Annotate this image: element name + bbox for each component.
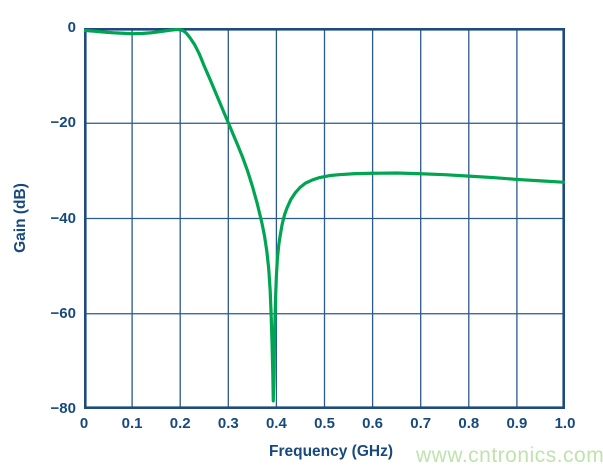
x-tick-label: 0.3 bbox=[217, 415, 239, 432]
y-tick-label: −60 bbox=[50, 304, 76, 322]
watermark-text: www.cntronics.com bbox=[416, 444, 603, 467]
y-tick-label: 0 bbox=[67, 19, 76, 36]
y-tick-label: −40 bbox=[50, 209, 76, 227]
x-axis-title: Frequency (GHz) bbox=[268, 443, 394, 460]
y-tick-label: −80 bbox=[50, 400, 76, 417]
y-tick-label: −20 bbox=[50, 114, 76, 132]
x-tick-label: 0 bbox=[79, 415, 89, 432]
x-tick-label: 0.2 bbox=[169, 415, 191, 432]
x-tick-label: 1.0 bbox=[554, 415, 576, 432]
plot-border bbox=[84, 28, 565, 409]
plot-area bbox=[84, 28, 565, 409]
y-axis-title: Gain (dB) bbox=[12, 183, 29, 253]
x-tick-label: 0.8 bbox=[458, 415, 480, 432]
x-tick-label: 0.6 bbox=[362, 415, 384, 432]
x-tick-label: 0.9 bbox=[506, 415, 528, 432]
x-tick-label: 0.4 bbox=[265, 415, 287, 432]
x-tick-label: 0.1 bbox=[121, 415, 143, 432]
x-tick-label: 0.7 bbox=[410, 415, 432, 432]
x-tick-label: 0.5 bbox=[314, 415, 335, 432]
gain-curve bbox=[84, 28, 565, 403]
